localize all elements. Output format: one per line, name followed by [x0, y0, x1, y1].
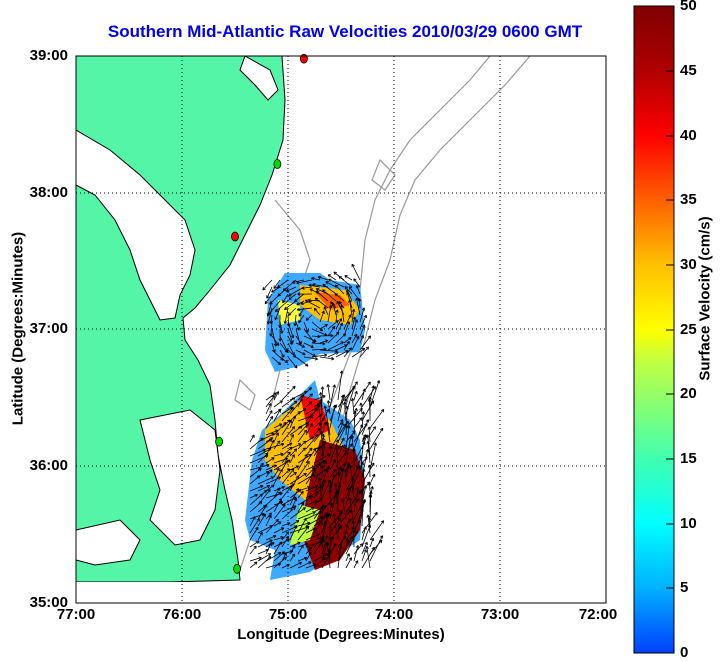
velocity-arrow [367, 546, 370, 568]
velocity-arrow-head [323, 290, 326, 291]
velocity-arrow-head [339, 276, 342, 277]
colorbar-tick: 15 [680, 450, 720, 467]
velocity-arrow-head [358, 545, 359, 548]
velocity-arrow-head [364, 308, 365, 311]
colorbar-tick: 5 [680, 579, 720, 596]
lon-tick: 74:00 [364, 606, 424, 623]
velocity-arrow-head [339, 491, 340, 494]
lat-tick: 39:00 [4, 47, 68, 64]
x-axis-label: Longitude (Degrees:Minutes) [76, 626, 606, 643]
velocity-arrow-head [335, 294, 338, 295]
velocity-arrow-head [293, 469, 294, 472]
velocity-arrow [370, 409, 384, 428]
velocity-arrow-head [362, 424, 363, 427]
velocity-arrow-head [351, 348, 352, 351]
velocity-arrow [354, 382, 370, 407]
velocity-arrow-head [357, 408, 358, 411]
velocity-arrow-head [376, 443, 377, 446]
y-axis-label: Latitude (Degrees:Minutes) [10, 199, 27, 459]
lon-tick: 73:00 [470, 606, 530, 623]
velocity-arrow-head [373, 486, 374, 489]
velocity-arrow-head [355, 431, 356, 434]
velocity-arrow [354, 418, 362, 428]
velocity-arrow [370, 428, 383, 449]
lon-tick: 77:00 [46, 606, 106, 623]
lat-tick: 36:00 [4, 457, 68, 474]
velocity-arrow-head [303, 491, 304, 494]
colorbar-label: Surface Velocity (cm/s) [697, 154, 714, 444]
radar-station-marker [274, 160, 281, 169]
velocity-arrow [250, 541, 259, 547]
velocity-arrow-head [331, 359, 334, 360]
velocity-arrow-head [271, 470, 272, 473]
colorbar-tick: 40 [680, 127, 720, 144]
velocity-arrow [250, 546, 256, 554]
velocity-arrow [274, 401, 283, 407]
radar-station-marker [216, 437, 223, 446]
velocity-arrow-head [302, 399, 303, 402]
radar-station-marker [234, 564, 241, 573]
colorbar-tick: 0 [680, 644, 720, 661]
velocity-arrow-head [364, 437, 365, 440]
velocity-arrow-head [359, 499, 360, 502]
velocity-arrow [369, 427, 370, 442]
velocity-arrow-head [362, 544, 363, 547]
colorbar-tick: 50 [680, 0, 720, 14]
velocity-arrow-head [351, 510, 352, 513]
velocity-arrow-head [362, 408, 363, 411]
velocity-arrow-head [288, 532, 289, 535]
lon-tick: 72:00 [568, 606, 628, 623]
velocity-arrow [263, 280, 272, 290]
lon-tick: 76:00 [152, 606, 212, 623]
velocity-arrow-head [318, 276, 321, 277]
velocity-arrow [250, 562, 257, 568]
lon-tick: 75:00 [258, 606, 318, 623]
velocity-arrow [354, 544, 363, 554]
velocity-arrow-head [335, 385, 336, 388]
velocity-arrow-head [344, 395, 345, 398]
colorbar-tick: 10 [680, 515, 720, 532]
velocity-arrow [322, 387, 323, 400]
radar-station-marker [232, 232, 239, 241]
velocity-arrow-head [315, 359, 318, 360]
velocity-arrow-head [294, 427, 295, 430]
velocity-arrow [352, 264, 360, 280]
velocity-arrow-head [357, 391, 358, 394]
velocity-arrow-head [291, 486, 292, 489]
velocity-arrow [370, 427, 375, 435]
colorbar-tick: 45 [680, 62, 720, 79]
